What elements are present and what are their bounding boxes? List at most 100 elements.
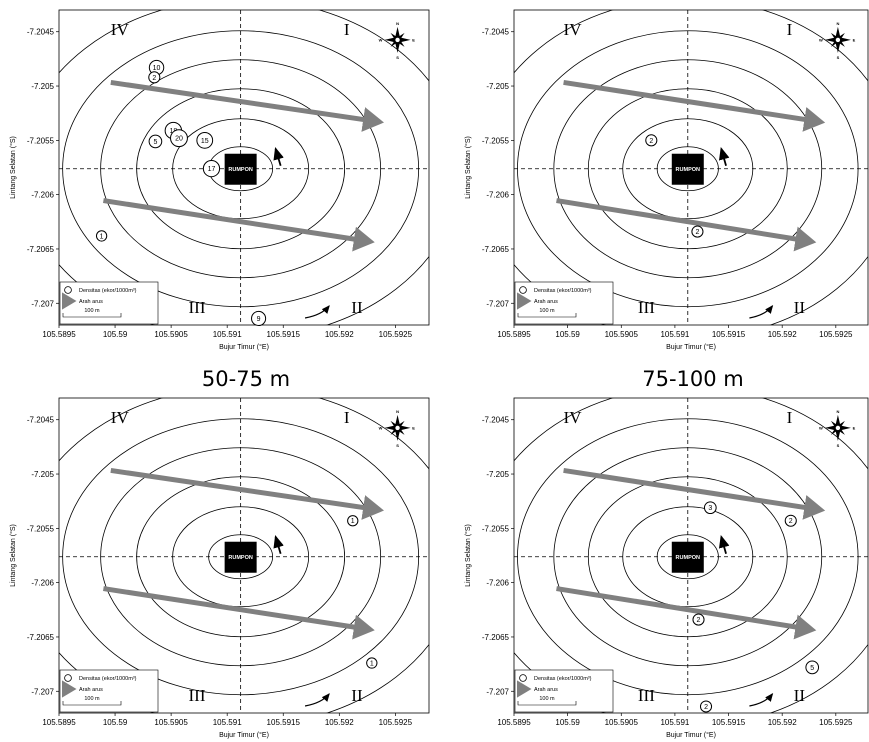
- compass-icon: N S E W: [379, 21, 416, 60]
- y-axis-label: Lintang Selatan (°S): [464, 524, 472, 587]
- rumpon-label: RUMPON: [676, 167, 700, 173]
- compass-e: E: [412, 37, 415, 42]
- y-tick-label: -7.2045: [482, 416, 510, 425]
- y-axis: -7.2045 -7.205 -7.2055 -7.206 -7.2065 -7.207 L…: [464, 416, 514, 696]
- density-point: [202, 159, 221, 178]
- compass-e: E: [412, 425, 415, 430]
- compass-e: E: [853, 37, 856, 42]
- quadrant-label-II: II: [794, 298, 806, 317]
- y-tick-label: -7.2045: [27, 28, 55, 37]
- x-tick-label: 105.5905: [605, 330, 639, 339]
- density-point-label: 10: [153, 65, 161, 72]
- density-point: [196, 131, 214, 149]
- density-point: [148, 71, 161, 84]
- scale-bar: [517, 313, 577, 318]
- current-arrow-upper: [110, 79, 384, 132]
- compass-s: S: [837, 443, 840, 448]
- compass-center: [835, 425, 841, 431]
- x-tick-label: 105.5895: [42, 718, 76, 727]
- compass-e: E: [853, 425, 856, 430]
- x-tick-label: 105.592: [325, 718, 354, 727]
- scale-bar: [517, 701, 577, 706]
- y-tick-label: -7.2055: [27, 524, 55, 533]
- x-tick-label: 105.592: [325, 330, 354, 339]
- local-current-arrow: [718, 147, 730, 166]
- legend-current-label: Arah arus: [534, 687, 558, 693]
- quadrant-label-III: III: [638, 298, 655, 317]
- legend: Densitas (ekor/1000m³) Arah arus 100 m: [514, 669, 614, 713]
- y-tick-label: -7.206: [31, 579, 54, 588]
- x-axis-label: Bujur Timur (°E): [219, 343, 269, 351]
- scale-bar-label: 100 m: [84, 696, 100, 702]
- current-arrow-lower: [556, 586, 817, 640]
- current-arrow-upper: [110, 467, 384, 520]
- density-point: [703, 501, 717, 515]
- quadrant-label-II: II: [794, 686, 806, 705]
- x-tick-label: 105.5895: [497, 330, 531, 339]
- compass-w: W: [819, 425, 823, 430]
- legend-density-label: Densitas (ekor/1000m³): [79, 288, 137, 294]
- density-point-label: 5: [153, 139, 157, 146]
- x-tick-label: 105.5915: [267, 330, 301, 339]
- compass-center: [835, 37, 841, 43]
- x-tick-label: 105.5905: [154, 330, 188, 339]
- y-tick-label: -7.205: [486, 82, 509, 91]
- quadrant-label-II: II: [351, 686, 363, 705]
- rumpon-box: [671, 541, 704, 573]
- y-tick-label: -7.2065: [27, 633, 55, 642]
- density-point-label: 1: [100, 233, 104, 240]
- y-tick-label: -7.205: [486, 470, 509, 479]
- y-tick-label: -7.2045: [27, 416, 55, 425]
- x-tick-label: 105.59: [103, 330, 128, 339]
- quadrant-label-IV: IV: [111, 20, 130, 39]
- x-tick-label: 105.5925: [379, 718, 413, 727]
- x-tick-label: 105.5915: [712, 330, 746, 339]
- quadrant-label-II: II: [351, 298, 363, 317]
- density-point-label: 15: [201, 138, 209, 145]
- legend-density-label: Densitas (ekor/1000m³): [534, 676, 592, 682]
- y-tick-label: -7.206: [31, 191, 54, 200]
- current-arrow-upper: [563, 467, 826, 520]
- x-tick-label: 105.59: [555, 330, 580, 339]
- compass-n: N: [396, 409, 399, 414]
- legend-current-label: Arah arus: [79, 299, 103, 305]
- x-tick-label: 105.591: [660, 330, 689, 339]
- local-current-arrow: [273, 535, 284, 554]
- legend-current-label: Arah arus: [79, 687, 103, 693]
- compass-icon: N S E W: [819, 409, 856, 448]
- density-points: 3 2 2 5 2: [692, 501, 820, 713]
- y-tick-label: -7.207: [31, 299, 54, 308]
- density-point-label: 2: [152, 75, 156, 82]
- x-axis-label: Bujur Timur (°E): [219, 731, 269, 739]
- curved-arrow: [304, 693, 330, 707]
- density-point-label: 2: [697, 617, 701, 624]
- y-tick-label: -7.206: [486, 191, 509, 200]
- y-tick-label: -7.207: [486, 299, 509, 308]
- density-point: [366, 657, 378, 669]
- density-point: [699, 700, 713, 713]
- density-point: [691, 225, 704, 238]
- current-arrow-lower: [103, 198, 375, 252]
- y-tick-label: -7.207: [486, 687, 509, 696]
- curved-arrow: [749, 305, 774, 319]
- quadrant-label-I: I: [344, 20, 350, 39]
- compass-n: N: [836, 409, 839, 414]
- scale-bar-label: 100 m: [84, 308, 100, 314]
- quadrant-label-III: III: [189, 686, 206, 705]
- x-tick-label: 105.5925: [819, 718, 853, 727]
- curved-arrow: [304, 305, 330, 319]
- x-tick-label: 105.5915: [712, 718, 746, 727]
- y-tick-label: -7.2045: [482, 28, 510, 37]
- y-tick-label: -7.205: [31, 470, 54, 479]
- panel-title: 75-100 m: [642, 367, 744, 391]
- scale-bar: [62, 313, 122, 318]
- density-point-label: 1: [351, 518, 355, 525]
- y-tick-label: -7.2055: [482, 524, 510, 533]
- quadrant-label-IV: IV: [564, 408, 583, 427]
- legend-density-label: Densitas (ekor/1000m³): [79, 676, 137, 682]
- compass-s: S: [837, 55, 840, 60]
- density-point: [784, 514, 797, 527]
- x-tick-label: 105.592: [768, 718, 797, 727]
- current-arrow-upper: [563, 79, 826, 132]
